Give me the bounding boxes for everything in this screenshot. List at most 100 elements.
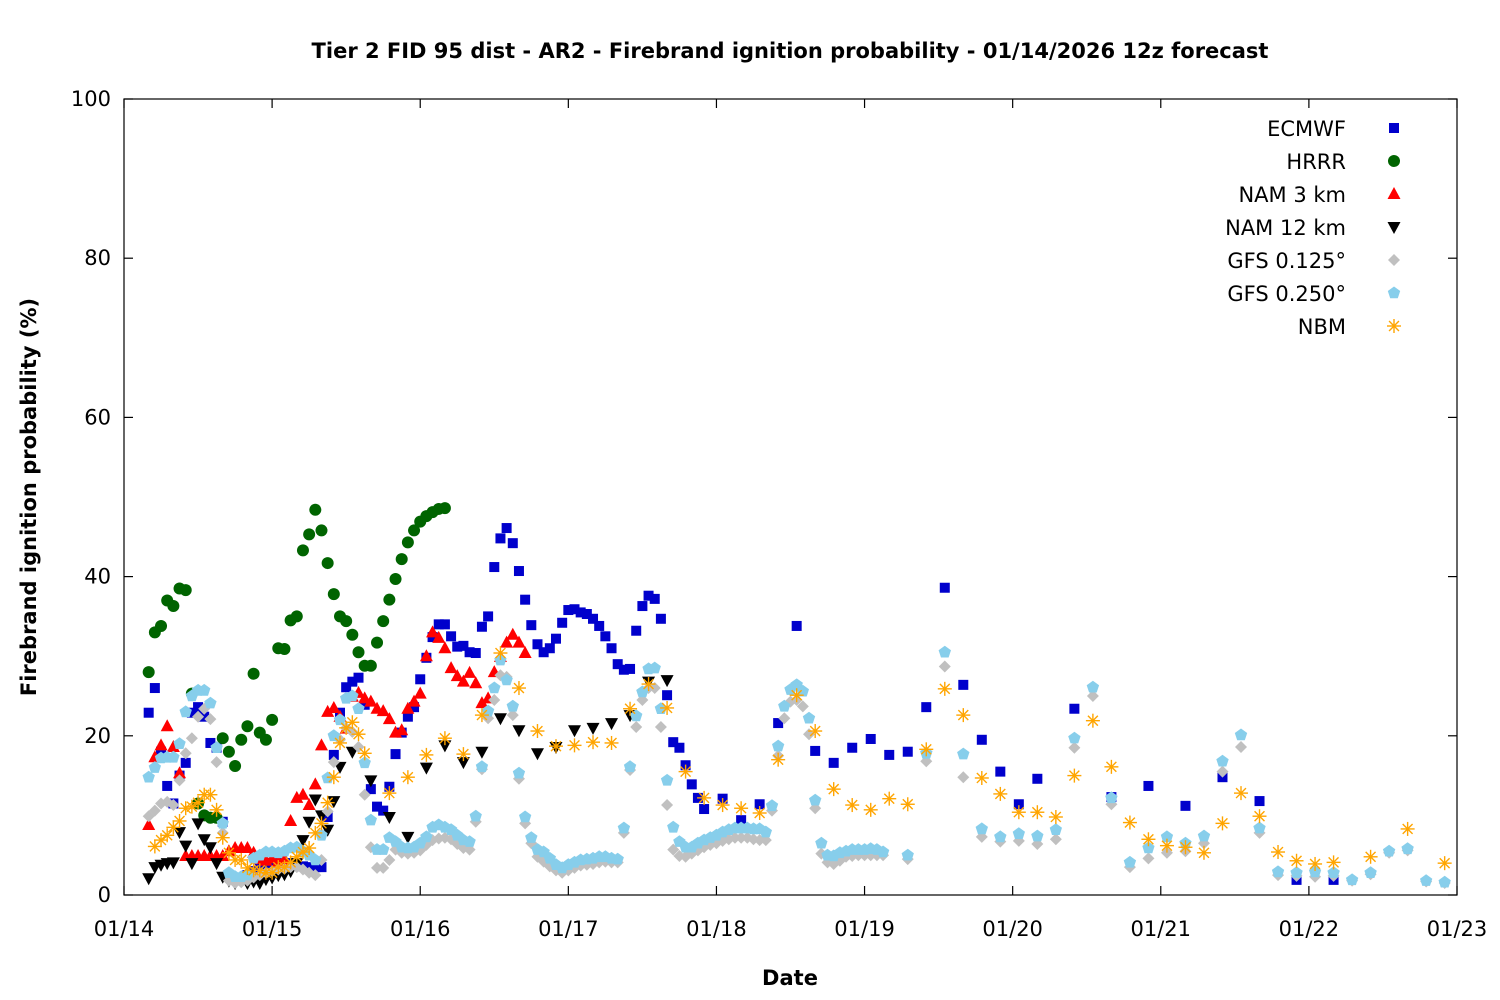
legend-marker [1388, 155, 1400, 167]
data-point [464, 647, 475, 658]
data-point [426, 625, 440, 638]
data-point [284, 813, 298, 826]
series-nbm [147, 646, 1452, 880]
data-point [167, 600, 180, 613]
data-point [512, 725, 526, 738]
data-point [1160, 846, 1173, 859]
data-point [1401, 842, 1414, 855]
data-point [315, 524, 328, 537]
data-point [364, 775, 378, 788]
data-point [216, 732, 229, 745]
data-point [674, 742, 685, 753]
data-point [526, 620, 537, 631]
data-point [402, 711, 413, 722]
axis-ticks: 0 20 40 60 80 100 01/14 01/15 01/16 01/17 01/18 01/… [71, 87, 1487, 941]
data-point [568, 725, 582, 738]
data-point [166, 857, 180, 870]
data-point [1068, 731, 1081, 744]
series-hrrr [142, 502, 451, 824]
data-point [148, 761, 161, 773]
data-point [604, 735, 619, 750]
data-point [1011, 805, 1026, 820]
data-point [772, 739, 785, 752]
data-point [957, 747, 970, 760]
data-point [512, 766, 526, 779]
data-point [1345, 873, 1359, 886]
data-point [332, 735, 347, 750]
data-point [544, 643, 555, 654]
data-point [309, 853, 322, 866]
data-point [1067, 768, 1082, 783]
data-point [1030, 805, 1045, 820]
data-point [438, 502, 451, 515]
data-point [631, 625, 642, 636]
data-point [500, 635, 514, 648]
chart-title: Tier 2 FID 95 dist - AR2 - Firebrand ign… [312, 39, 1269, 63]
data-point [1069, 703, 1080, 714]
data-point [1364, 866, 1377, 878]
data-point [1235, 740, 1248, 753]
data-point [395, 723, 409, 736]
data-point [625, 663, 636, 674]
legend: ECMWF HRRR NAM 3 km NAM 12 km GFS 0.125° GFS … [1225, 117, 1401, 339]
data-point [235, 733, 248, 746]
data-point [1437, 856, 1452, 871]
data-point [660, 675, 674, 688]
data-point [142, 873, 156, 886]
data-point [296, 787, 310, 800]
data-point [686, 779, 697, 790]
data-point [865, 733, 876, 744]
x-tick-label: 01/21 [1131, 917, 1192, 941]
data-point [229, 760, 242, 773]
data-point [160, 719, 174, 732]
data-point [1086, 680, 1100, 693]
data-point [296, 544, 309, 557]
data-point [736, 815, 747, 826]
data-point [458, 640, 469, 651]
data-point [173, 766, 187, 779]
data-point [444, 661, 458, 674]
data-point [452, 641, 463, 652]
legend-marker [1388, 254, 1400, 266]
data-point [765, 799, 779, 812]
data-point [401, 701, 415, 714]
data-point [660, 773, 674, 786]
data-point [346, 689, 359, 702]
data-point [1308, 865, 1322, 878]
data-point [382, 712, 396, 725]
data-point [382, 786, 397, 801]
data-point [215, 830, 230, 845]
data-point [600, 631, 611, 642]
data-point [475, 746, 489, 759]
data-point [437, 731, 452, 746]
data-point [815, 836, 828, 849]
data-point [493, 646, 508, 661]
data-point [315, 828, 328, 841]
data-point [395, 553, 408, 566]
data-point [203, 787, 218, 802]
legend-label: NAM 12 km [1225, 216, 1346, 240]
data-point [975, 822, 988, 835]
data-point [715, 798, 730, 813]
data-point [327, 588, 340, 601]
data-point [400, 770, 415, 785]
data-point [617, 821, 631, 834]
data-point [495, 533, 506, 544]
data-point [309, 869, 322, 882]
data-point [409, 702, 420, 713]
y-tick-label: 100 [71, 87, 111, 111]
data-point [921, 702, 932, 713]
data-point [377, 615, 390, 628]
data-point [1142, 852, 1155, 865]
data-point [581, 609, 592, 620]
data-point [847, 742, 858, 753]
data-point [456, 674, 470, 687]
legend-label: NAM 3 km [1238, 183, 1346, 207]
data-point [481, 704, 495, 717]
data-point [173, 737, 186, 749]
data-point [259, 733, 272, 746]
data-point [415, 674, 426, 685]
data-point [501, 523, 512, 534]
plot-border [123, 98, 1458, 896]
data-point [205, 737, 216, 748]
